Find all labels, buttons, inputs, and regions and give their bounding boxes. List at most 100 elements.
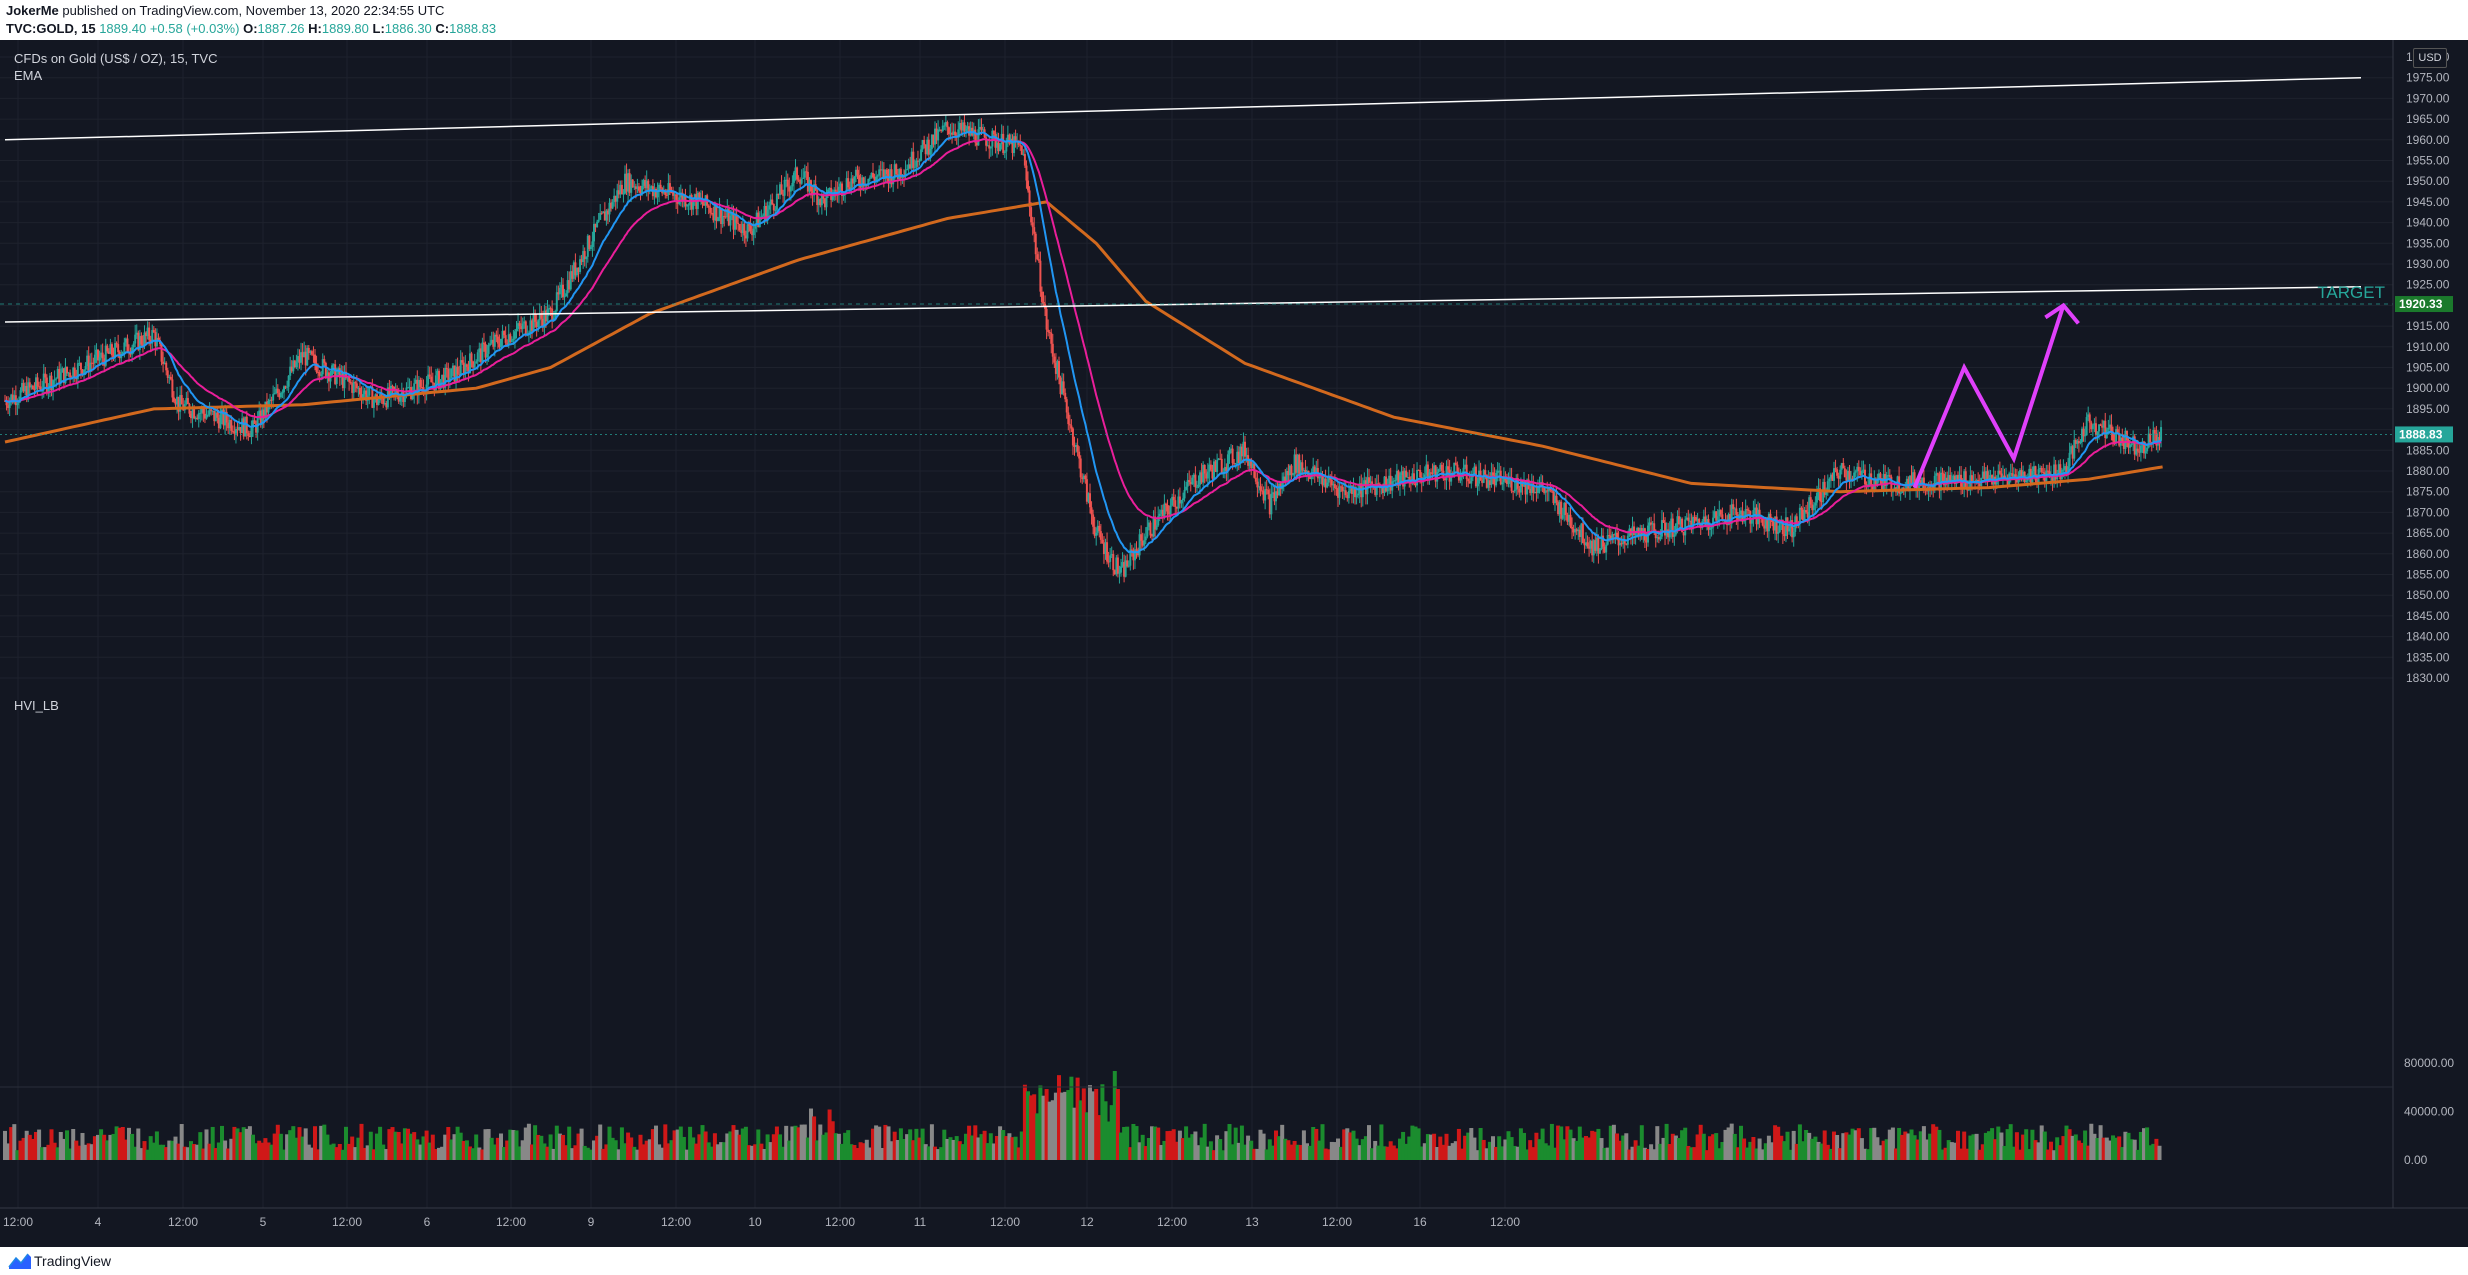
lower-trendline[interactable] (4, 286, 2362, 323)
candle-body (1710, 527, 1713, 529)
candle-body (346, 377, 349, 379)
candle-body (264, 401, 267, 419)
volume-bar (468, 1146, 472, 1160)
candle-body (1834, 468, 1837, 470)
volume-bar (2014, 1132, 2019, 1160)
candle-body (1205, 473, 1208, 479)
candle-body (1276, 491, 1279, 496)
candle-body (1093, 526, 1096, 536)
candle-body (196, 417, 199, 419)
candle-body (2057, 464, 2060, 476)
candle-body (2143, 441, 2145, 454)
candle-body (2113, 440, 2116, 443)
volume-bar (1224, 1131, 1229, 1160)
volume-bar (1435, 1146, 1440, 1160)
price-tick-label: 1885.00 (2406, 443, 2450, 457)
upper-trendline[interactable] (4, 76, 2362, 141)
candle-body (823, 198, 826, 208)
candle-body (123, 342, 126, 352)
candle-body (881, 169, 884, 171)
candle-body (1763, 525, 1766, 529)
candle-body (2034, 466, 2037, 481)
candle-body (834, 189, 837, 192)
candle-body (1495, 472, 1498, 486)
volume-bar (1398, 1138, 1402, 1160)
volume-bar (1091, 1091, 1096, 1160)
volume-bar (43, 1147, 48, 1160)
candle-body (1839, 469, 1842, 479)
volume-bar (564, 1145, 569, 1160)
candle-body (408, 387, 411, 389)
volume-bar (52, 1142, 57, 1160)
candle-body (805, 171, 808, 173)
candle-body (996, 142, 998, 148)
price-tick-label: 1950.00 (2406, 174, 2450, 188)
candle-body (1837, 475, 1840, 479)
volume-bar (840, 1143, 844, 1160)
volume-bar (855, 1148, 860, 1160)
candle-body (1910, 475, 1913, 486)
candle-body (1862, 469, 1865, 471)
volume-bar (1509, 1137, 1514, 1160)
candle-body (205, 414, 208, 419)
candle-body (73, 367, 76, 378)
price-chart-svg[interactable]: TARGET CFDs on Gold (US$ / OZ), 15, TVC … (0, 40, 2468, 1247)
chart-area[interactable]: TARGET CFDs on Gold (US$ / OZ), 15, TVC … (0, 40, 2468, 1247)
volume-bar (1202, 1123, 1207, 1160)
candle-body (72, 367, 75, 379)
candle-body (819, 199, 822, 206)
candle-body (848, 187, 851, 191)
volume-bar (1897, 1127, 1902, 1160)
volume-bar (551, 1148, 556, 1160)
candle-body (1831, 474, 1834, 481)
candle-body (588, 235, 591, 250)
volume-bar (539, 1135, 544, 1160)
candle-body (763, 206, 766, 216)
candle-body (1747, 509, 1750, 511)
candle-body (100, 352, 103, 358)
candle-body (419, 379, 422, 387)
candle-body (1188, 480, 1191, 483)
candle-body (484, 343, 487, 358)
candle-body (1135, 549, 1138, 551)
candle-body (1388, 475, 1391, 487)
price-scale[interactable]: 1980.001975.001970.001965.001960.001955.… (2406, 50, 2450, 685)
candle-body (318, 372, 321, 376)
candle-body (772, 204, 775, 211)
currency-button[interactable]: USD (2413, 48, 2447, 68)
volume-bar (167, 1140, 172, 1160)
volume-bar (173, 1136, 178, 1160)
tradingview-brand[interactable]: TradingView (34, 1253, 112, 1269)
volume-bar (1208, 1141, 1213, 1160)
candle-body (1439, 464, 1442, 470)
volume-bar (610, 1137, 615, 1160)
time-axis[interactable]: 12:00 4 12:00 5 12:00 6 12:00 9 12:00 10 12:00 11 12… (3, 1215, 1520, 1229)
volume-bar (1181, 1138, 1185, 1160)
volume-bar (1580, 1137, 1585, 1160)
candle-body (1058, 361, 1060, 378)
volume-bar (1912, 1135, 1917, 1160)
candle-body (1651, 523, 1654, 525)
candle-body (913, 166, 916, 168)
candle-body (465, 364, 468, 367)
volume-bar (474, 1134, 479, 1160)
candle-body (1075, 444, 1078, 447)
volume-bar (1828, 1148, 1833, 1160)
candle-body (1395, 470, 1398, 481)
volume-bar (278, 1133, 283, 1160)
low-label: L: (372, 21, 385, 36)
candle-body (1183, 489, 1186, 499)
candle-body (455, 366, 458, 382)
projection-arrow-path[interactable] (1912, 304, 2066, 489)
candle-body (1668, 529, 1671, 538)
author-name[interactable]: JokerMe (6, 3, 59, 18)
volume-bar (1618, 1140, 1623, 1160)
volume-bar (685, 1149, 689, 1160)
candle-body (1104, 542, 1107, 555)
volume-bar (1599, 1138, 1604, 1160)
candle-body (1102, 543, 1105, 555)
candle-body (1679, 518, 1682, 525)
candle-body (803, 171, 806, 178)
candle-body (255, 423, 258, 433)
candle-body (275, 388, 278, 394)
